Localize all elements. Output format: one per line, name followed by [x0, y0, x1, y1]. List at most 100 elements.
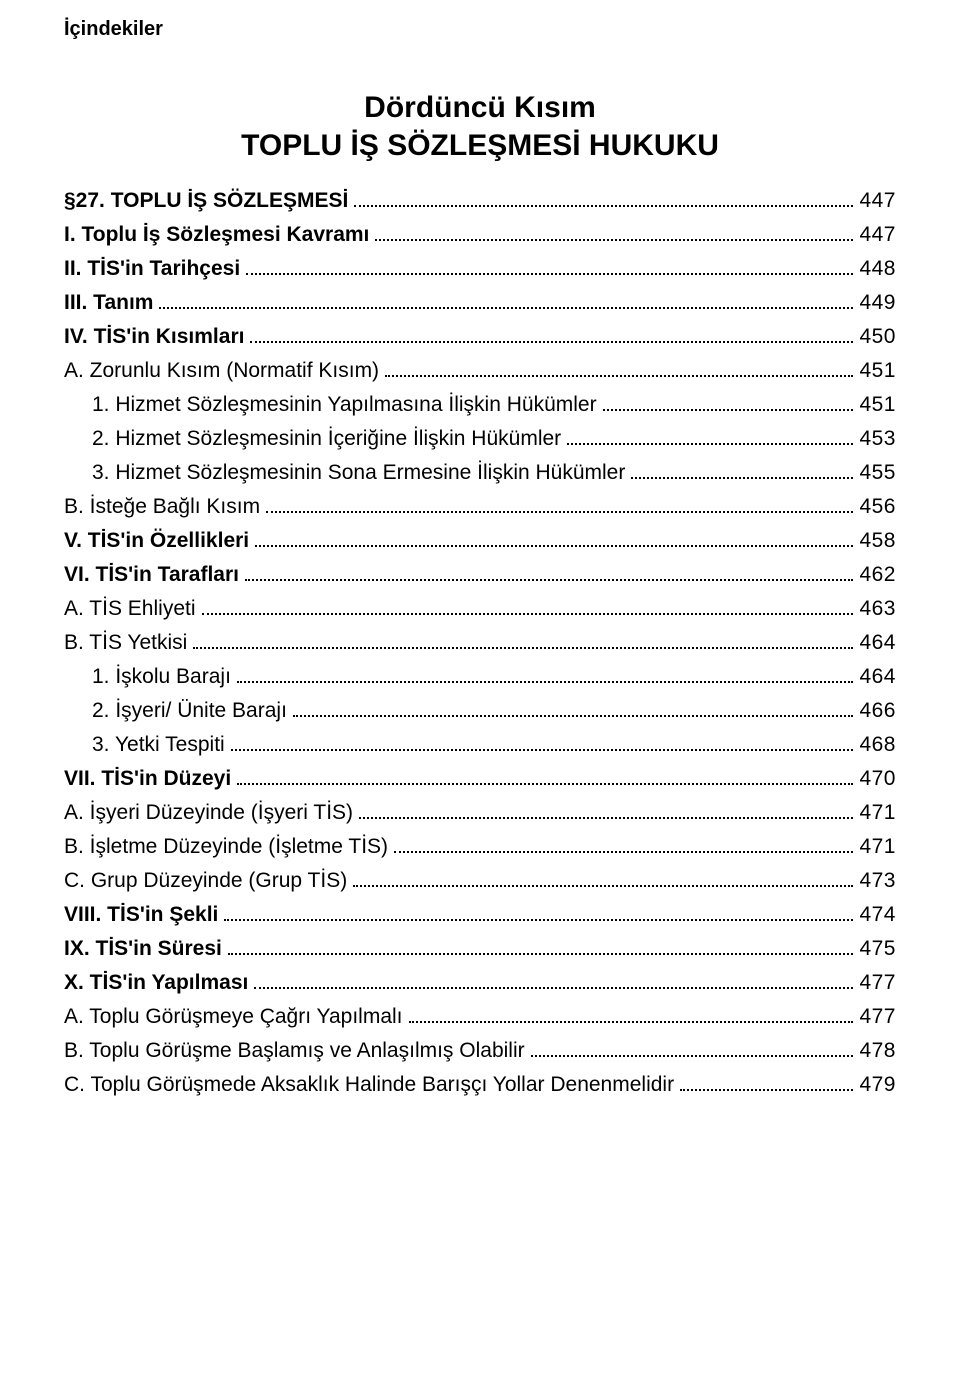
toc-leader — [245, 567, 853, 581]
toc-leader — [631, 465, 853, 479]
toc-entry-page: 463 — [859, 598, 896, 619]
toc-leader — [228, 941, 854, 955]
running-head: İçindekiler — [64, 18, 896, 41]
toc-entry-page: 474 — [859, 904, 896, 925]
toc-row: V. TİS'in Özellikleri 458 — [64, 530, 896, 551]
toc-entry-page: 479 — [859, 1074, 896, 1095]
toc-entry-label: B. Toplu Görüşme Başlamış ve Anlaşılmış … — [64, 1040, 525, 1061]
toc-leader — [409, 1009, 854, 1023]
toc-entry-label: B. TİS Yetkisi — [64, 632, 187, 653]
toc-row: II. TİS'in Tarihçesi 448 — [64, 258, 896, 279]
toc-row: B. İsteğe Bağlı Kısım 456 — [64, 496, 896, 517]
toc-row: 1. Hizmet Sözleşmesinin Yapılmasına İliş… — [64, 394, 896, 415]
toc-entry-label: VIII. TİS'in Şekli — [64, 904, 218, 925]
toc-entry-page: 468 — [859, 734, 896, 755]
toc-entry-label: 1. Hizmet Sözleşmesinin Yapılmasına İliş… — [92, 394, 597, 415]
toc-leader — [603, 397, 854, 411]
toc-entry-label: VI. TİS'in Tarafları — [64, 564, 239, 585]
toc-entry-page: 462 — [859, 564, 896, 585]
toc-row: A. TİS Ehliyeti 463 — [64, 598, 896, 619]
toc-row: IV. TİS'in Kısımları 450 — [64, 326, 896, 347]
toc-entry-page: 447 — [859, 224, 896, 245]
toc-row: IX. TİS'in Süresi 475 — [64, 938, 896, 959]
toc-entry-label: 2. Hizmet Sözleşmesinin İçeriğine İlişki… — [92, 428, 561, 449]
toc-row: VII. TİS'in Düzeyi 470 — [64, 768, 896, 789]
toc-entry-page: 456 — [859, 496, 896, 517]
toc-entry-page: 451 — [859, 394, 896, 415]
toc-entry-label: VII. TİS'in Düzeyi — [64, 768, 231, 789]
toc-leader — [385, 363, 853, 377]
toc-entry-label: 3. Yetki Tespiti — [92, 734, 225, 755]
toc-row: C. Grup Düzeyinde (Grup TİS) 473 — [64, 870, 896, 891]
toc-leader — [250, 329, 853, 343]
toc-entry-page: 447 — [859, 190, 896, 211]
toc-leader — [531, 1043, 854, 1057]
toc-leader — [255, 533, 853, 547]
toc-entry-page: 453 — [859, 428, 896, 449]
toc-leader — [159, 295, 853, 309]
toc-entry-page: 466 — [859, 700, 896, 721]
toc-entry-label: V. TİS'in Özellikleri — [64, 530, 249, 551]
toc-entry-page: 451 — [859, 360, 896, 381]
toc-leader — [353, 873, 853, 887]
toc-entry-label: C. Toplu Görüşmede Aksaklık Halinde Barı… — [64, 1074, 674, 1095]
toc-row: A. Zorunlu Kısım (Normatif Kısım)451 — [64, 360, 896, 381]
toc-entry-page: 475 — [859, 938, 896, 959]
toc-entry-label: C. Grup Düzeyinde (Grup TİS) — [64, 870, 347, 891]
toc-leader — [359, 805, 853, 819]
toc-leader — [567, 431, 853, 445]
toc-row: §27. TOPLU İŞ SÖZLEŞMESİ 447 — [64, 190, 896, 211]
toc-entry-label: B. İşletme Düzeyinde (İşletme TİS) — [64, 836, 388, 857]
toc-entry-label: IV. TİS'in Kısımları — [64, 326, 244, 347]
toc-row: 3. Hizmet Sözleşmesinin Sona Ermesine İl… — [64, 462, 896, 483]
toc-row: C. Toplu Görüşmede Aksaklık Halinde Barı… — [64, 1074, 896, 1095]
part-title: Dördüncü Kısım TOPLU İŞ SÖZLEŞMESİ HUKUK… — [64, 89, 896, 164]
toc-entry-label: B. İsteğe Bağlı Kısım — [64, 496, 260, 517]
toc-leader — [224, 907, 853, 921]
toc-entry-label: A. Toplu Görüşmeye Çağrı Yapılmalı — [64, 1006, 403, 1027]
toc-entry-page: 477 — [859, 1006, 896, 1027]
toc-leader — [193, 635, 853, 649]
toc-row: 2. Hizmet Sözleşmesinin İçeriğine İlişki… — [64, 428, 896, 449]
toc-leader — [246, 261, 853, 275]
toc-row: 1. İşkolu Barajı464 — [64, 666, 896, 687]
toc-entry-label: X. TİS'in Yapılması — [64, 972, 248, 993]
toc-row: I. Toplu İş Sözleşmesi Kavramı447 — [64, 224, 896, 245]
toc-leader — [266, 499, 853, 513]
toc-row: B. Toplu Görüşme Başlamış ve Anlaşılmış … — [64, 1040, 896, 1061]
toc-leader — [375, 227, 853, 241]
toc-leader — [394, 839, 853, 853]
part-title-line1: Dördüncü Kısım — [364, 91, 596, 124]
toc-entry-page: 471 — [859, 802, 896, 823]
toc-entry-page: 477 — [859, 972, 896, 993]
page: İçindekiler Dördüncü Kısım TOPLU İŞ SÖZL… — [0, 0, 960, 1391]
table-of-contents: §27. TOPLU İŞ SÖZLEŞMESİ447I. Toplu İş S… — [64, 190, 896, 1095]
toc-row: 3. Yetki Tespiti 468 — [64, 734, 896, 755]
toc-leader — [202, 601, 854, 615]
toc-entry-page: 478 — [859, 1040, 896, 1061]
toc-entry-label: II. TİS'in Tarihçesi — [64, 258, 240, 279]
toc-entry-page: 464 — [859, 666, 896, 687]
toc-leader — [237, 771, 853, 785]
toc-entry-label: 3. Hizmet Sözleşmesinin Sona Ermesine İl… — [92, 462, 625, 483]
toc-entry-page: 450 — [859, 326, 896, 347]
toc-entry-page: 455 — [859, 462, 896, 483]
toc-entry-page: 458 — [859, 530, 896, 551]
toc-row: VIII. TİS'in Şekli 474 — [64, 904, 896, 925]
toc-entry-label: A. TİS Ehliyeti — [64, 598, 196, 619]
toc-leader — [254, 975, 853, 989]
toc-entry-label: §27. TOPLU İŞ SÖZLEŞMESİ — [64, 190, 348, 211]
toc-entry-label: IX. TİS'in Süresi — [64, 938, 222, 959]
toc-entry-page: 448 — [859, 258, 896, 279]
toc-row: A. İşyeri Düzeyinde (İşyeri TİS)471 — [64, 802, 896, 823]
toc-entry-page: 471 — [859, 836, 896, 857]
toc-entry-page: 473 — [859, 870, 896, 891]
toc-leader — [354, 193, 853, 207]
toc-entry-label: III. Tanım — [64, 292, 153, 313]
toc-entry-page: 470 — [859, 768, 896, 789]
toc-row: III. Tanım449 — [64, 292, 896, 313]
toc-row: A. Toplu Görüşmeye Çağrı Yapılmalı 477 — [64, 1006, 896, 1027]
toc-leader — [237, 669, 854, 683]
toc-leader — [293, 703, 854, 717]
toc-row: X. TİS'in Yapılması 477 — [64, 972, 896, 993]
